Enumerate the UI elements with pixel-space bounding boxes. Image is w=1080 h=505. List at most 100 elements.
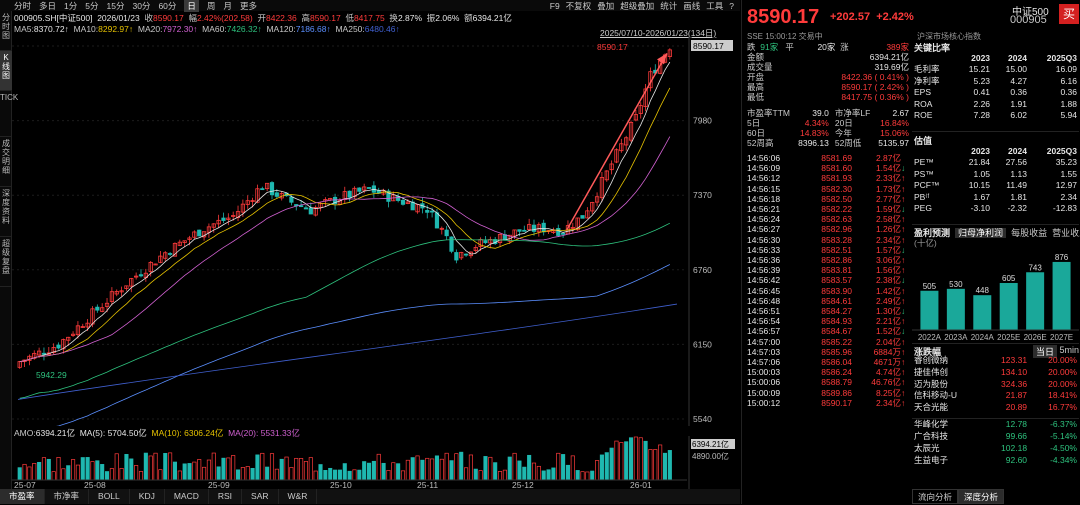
candle-body bbox=[551, 230, 556, 233]
draw-button[interactable]: 画线 bbox=[683, 1, 701, 11]
kline-chart[interactable]: 8590.17 7980 7370 6760 6150 5540 5942.29 8590.1… bbox=[12, 36, 740, 426]
nav-deal-detail[interactable]: 成交明细 bbox=[0, 137, 12, 187]
related-index-link[interactable]: 沪深市场核心指数 bbox=[917, 32, 981, 41]
ma120-label: MA120: bbox=[266, 24, 296, 34]
no-adjust-button[interactable]: 不复权 bbox=[565, 1, 592, 11]
ratio-row: ROE 7.28 6.02 5.94 bbox=[912, 110, 1079, 122]
tab-macd[interactable]: MACD bbox=[165, 489, 209, 504]
mover-row-down[interactable]: 华峰化学 12.78 -6.37% bbox=[912, 419, 1079, 431]
mover-row-up[interactable]: 捷佳伟创 134.10 20.00% bbox=[912, 367, 1079, 379]
tab-15min[interactable]: 15分 bbox=[106, 0, 125, 11]
mover-row-down[interactable]: 生益电子 92.60 -4.34% bbox=[912, 455, 1079, 467]
help-button[interactable]: ? bbox=[729, 1, 734, 11]
turnover-label: 换 bbox=[389, 13, 398, 23]
movers-tab-day[interactable]: 当日 bbox=[1032, 345, 1057, 358]
nav-replay[interactable]: 超级复盘 bbox=[0, 237, 12, 287]
tab-day[interactable]: 日 bbox=[184, 0, 199, 12]
mover-row-up[interactable]: 信科移动-U 21.87 18.41% bbox=[912, 390, 1079, 402]
amo-label: AMO: bbox=[14, 428, 36, 438]
nav-kline[interactable]: K线图 bbox=[0, 51, 12, 91]
volume-bar bbox=[269, 453, 275, 481]
tab-pb[interactable]: 市净率 bbox=[45, 489, 90, 504]
amo-ma20: MA(20): 5531.33亿 bbox=[228, 428, 300, 438]
tab-multiday[interactable]: 多日 bbox=[39, 0, 57, 11]
tools-button[interactable]: 工具 bbox=[706, 1, 724, 11]
tab-boll[interactable]: BOLL bbox=[89, 489, 130, 504]
tab-sar[interactable]: SAR bbox=[242, 489, 279, 504]
forecast-header: 盈利预测 归母净利润 每股收益 营业收入 bbox=[914, 226, 1080, 239]
overlay-button[interactable]: 叠加 bbox=[597, 1, 615, 11]
tab-wr[interactable]: W&R bbox=[279, 489, 318, 504]
amount-value: 6394.21亿 bbox=[472, 13, 512, 23]
nav-depth[interactable]: 深度资料 bbox=[0, 187, 12, 237]
tick-arrow: ↓ bbox=[901, 306, 906, 317]
forecast-tab-revenue[interactable]: 营业收入 bbox=[1052, 228, 1080, 238]
ratio-value: 7.28 bbox=[973, 110, 991, 120]
stock-pct: 16.77% bbox=[1048, 402, 1077, 413]
tab-more[interactable]: 更多 bbox=[239, 0, 257, 11]
index-code: 000905.SH[中证500] bbox=[14, 13, 93, 23]
tab-pe[interactable]: 市盈率 bbox=[0, 489, 45, 504]
tab-flow-analysis[interactable]: 流向分析 bbox=[912, 489, 959, 504]
buy-button[interactable]: 买 bbox=[1059, 4, 1079, 24]
tick-arrow: ↓ bbox=[901, 244, 906, 255]
volume-bar bbox=[565, 464, 571, 481]
candle-body bbox=[459, 251, 464, 259]
tick-price: 8584.93 bbox=[821, 316, 852, 327]
stats-button[interactable]: 统计 bbox=[660, 1, 678, 11]
mover-row-down[interactable]: 广合科技 99.66 -5.14% bbox=[912, 431, 1079, 443]
movers-tab-5min[interactable]: 5min bbox=[1059, 345, 1079, 355]
volume-bar bbox=[143, 452, 148, 481]
kline-info-line: 000905.SH[中证500] 2026/01/23 收8590.17 幅2.… bbox=[14, 12, 512, 24]
mover-row-up[interactable]: 睿创微纳 123.31 20.00% bbox=[912, 355, 1079, 367]
nav-timeshare[interactable]: 分时图 bbox=[0, 11, 12, 51]
volume-chart[interactable]: 6394.21亿 4890.00亿 25-07 25-08 25-09 25-10 25-1… bbox=[12, 436, 740, 489]
row-high: 最高 8590.17 ( 2.42% ) bbox=[747, 82, 909, 92]
volume-bar bbox=[255, 454, 260, 481]
volume-bar bbox=[134, 465, 139, 481]
forecast-tab-netprofit[interactable]: 归母净利润 bbox=[955, 228, 1007, 238]
tab-30min[interactable]: 30分 bbox=[132, 0, 151, 11]
mover-row-down[interactable]: 太辰光 102.18 -4.50% bbox=[912, 443, 1079, 455]
ratio-value: 2.34 bbox=[1060, 191, 1077, 202]
forecast-tab-eps[interactable]: 每股收益 bbox=[1011, 228, 1048, 238]
mover-row-up[interactable]: 迈为股份 324.36 20.00% bbox=[912, 379, 1079, 391]
volume-bar bbox=[37, 461, 42, 481]
tick-arrow: ↑ bbox=[901, 397, 906, 408]
tab-kdj[interactable]: KDJ bbox=[130, 489, 165, 504]
super-overlay-button[interactable]: 超级叠加 bbox=[620, 1, 655, 11]
f9-button[interactable]: F9 bbox=[549, 1, 560, 11]
tick-volume: 2.77亿 bbox=[875, 193, 901, 204]
tab-60min[interactable]: 60分 bbox=[158, 0, 177, 11]
tab-1min[interactable]: 1分 bbox=[64, 0, 78, 11]
ratio-row: 毛利率 15.21 15.00 16.09 bbox=[912, 64, 1079, 76]
tick-row: 15:00:03 8586.24 4.74亿 ↑ bbox=[747, 367, 909, 377]
volume-bar bbox=[502, 469, 507, 481]
volume-bar bbox=[551, 467, 556, 481]
ratio-name: PCF™ bbox=[914, 180, 940, 190]
volume-bar bbox=[274, 468, 279, 481]
mover-row-up[interactable]: 天合光能 20.89 16.77% bbox=[912, 402, 1079, 414]
ratio-value: 1.88 bbox=[1060, 98, 1077, 109]
tab-month[interactable]: 月 bbox=[223, 0, 232, 11]
volume-bar bbox=[362, 461, 367, 481]
tab-fenshi[interactable]: 分时 bbox=[14, 0, 32, 11]
candle-body bbox=[211, 223, 216, 228]
date-range[interactable]: 2025/07/10-2026/01/23(134日) bbox=[600, 28, 717, 38]
tick-row: 14:56:12 8581.93 2.33亿 ↑ bbox=[747, 173, 909, 183]
tick-time: 14:56:57 bbox=[747, 326, 781, 337]
tab-week[interactable]: 周 bbox=[206, 0, 216, 11]
ma-line bbox=[19, 222, 671, 399]
tab-5min[interactable]: 5分 bbox=[85, 0, 99, 11]
row-open: 开盘 8422.36 ( 0.41% ) bbox=[747, 72, 909, 82]
tab-rsi[interactable]: RSI bbox=[209, 489, 243, 504]
volume-bar bbox=[182, 463, 187, 481]
ratio-name: PE™ bbox=[914, 157, 934, 167]
volume-bar bbox=[187, 463, 192, 481]
nav-tick[interactable]: TICK bbox=[0, 91, 18, 137]
volume-bar bbox=[575, 470, 580, 481]
tab-depth-analysis[interactable]: 深度分析 bbox=[958, 489, 1005, 504]
volume-bar bbox=[391, 462, 396, 481]
volume-bar bbox=[420, 459, 425, 481]
ratio-value: 1.13 bbox=[1010, 168, 1027, 179]
